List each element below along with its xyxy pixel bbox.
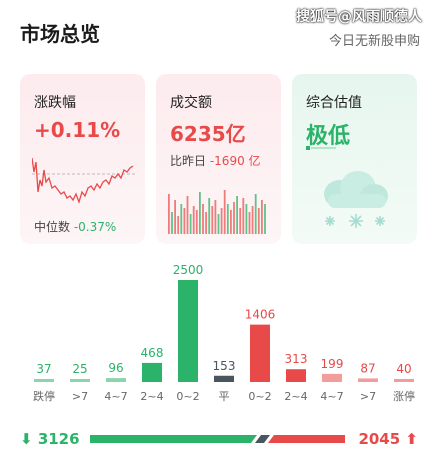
snow-cloud-icon (324, 171, 388, 228)
volume-bar (248, 212, 251, 234)
value-label-0: 37 (36, 362, 51, 376)
volume-bar (211, 206, 214, 234)
volume-bar (264, 204, 266, 234)
category-label-0: 跌停 (33, 389, 55, 403)
volume-bar (214, 200, 217, 234)
change-card[interactable]: 涨跌幅 +0.11% 中位数 -0.37% (20, 74, 145, 244)
volume-bar (180, 204, 183, 234)
valuation-value: 极低 (306, 124, 351, 149)
bar-6 (250, 324, 270, 382)
volume-bar (242, 198, 245, 234)
value-label-2: 96 (108, 361, 123, 375)
bar-10 (394, 379, 414, 382)
volume-bar (186, 196, 189, 234)
volume-bar (220, 208, 223, 234)
distribution-chart: 37 跌停 25 >7 96 4~7 468 2~4 2500 0~2 153 平 1406 0~2 313… (33, 263, 415, 403)
value-label-6: 1406 (245, 308, 276, 322)
median-label: 中位数 (34, 220, 71, 234)
volume-bar (174, 200, 176, 234)
category-label-7: 2~4 (284, 390, 307, 403)
turnover-card[interactable]: 成交额 6235亿 比昨日 -1690 亿 (156, 74, 281, 244)
volume-bars (168, 190, 266, 234)
turnover-compare: 比昨日 -1690 亿 (170, 152, 261, 169)
turnover-label: 成交额 (170, 95, 212, 111)
bar-0 (34, 379, 54, 382)
volume-bar (230, 210, 232, 234)
valuation-card[interactable]: 综合估值 极低 (292, 74, 417, 244)
category-label-1: >7 (72, 390, 88, 403)
intraday-sparkline (32, 157, 137, 205)
turnover-value: 6235亿 (170, 122, 246, 146)
value-label-1: 25 (72, 362, 87, 376)
category-label-5: 平 (219, 390, 230, 403)
volume-bar (171, 212, 173, 234)
volume-bar (199, 192, 201, 234)
value-label-3: 468 (141, 346, 164, 360)
volume-bar (217, 214, 220, 234)
volume-bar (202, 204, 204, 234)
bar-5 (214, 375, 234, 382)
bar-3 (142, 362, 162, 382)
compare-value: -1690 亿 (209, 154, 261, 168)
value-label-7: 313 (285, 352, 308, 366)
value-label-8: 199 (321, 357, 344, 371)
median-value: -0.37% (73, 220, 117, 234)
valuation-level-bar (306, 146, 336, 150)
volume-bar (223, 190, 226, 234)
value-label-10: 40 (396, 362, 411, 376)
category-label-10: 涨停 (393, 389, 415, 403)
volume-bar (168, 194, 170, 234)
category-label-8: 4~7 (320, 390, 343, 403)
category-label-6: 0~2 (248, 390, 271, 403)
median: 中位数 -0.37% (34, 218, 116, 235)
category-label-4: 0~2 (176, 390, 199, 403)
up-count: 2045 (358, 430, 401, 448)
volume-bar (195, 210, 198, 234)
category-label-3: 2~4 (140, 390, 163, 403)
volume-bar (189, 214, 192, 234)
down-arrow-icon: ⬇ (20, 430, 33, 448)
volume-bar (251, 206, 254, 234)
down-count: 3126 (37, 430, 80, 448)
watermark: 搜狐号@风雨顺德人 (296, 9, 422, 25)
ipo-status[interactable]: 今日无新股申购 (328, 34, 420, 49)
volume-bar (261, 200, 263, 234)
bar-8 (322, 373, 342, 382)
bar-7 (286, 369, 306, 382)
volume-bar (177, 216, 180, 234)
volume-bar (257, 208, 260, 234)
category-label-9: >7 (360, 390, 376, 403)
volume-bar (233, 202, 235, 234)
volume-bar (205, 212, 207, 234)
volume-bar (192, 206, 195, 234)
value-label-9: 87 (360, 361, 375, 375)
change-label: 涨跌幅 (34, 95, 76, 111)
bar-1 (70, 379, 90, 382)
page-title: 市场总览 (20, 22, 100, 46)
volume-bar (254, 194, 257, 234)
bar-9 (358, 378, 378, 382)
volume-bar (226, 204, 229, 234)
compare-label: 比昨日 (170, 154, 207, 168)
bar-2 (106, 378, 126, 382)
volume-bar (245, 204, 248, 234)
up-summary: 2045 ⬆ (358, 430, 418, 448)
volume-bar (208, 198, 211, 234)
volume-bar (183, 208, 186, 234)
value-label-5: 153 (213, 359, 236, 373)
up-down-ratio-bar (90, 435, 345, 443)
bar-4 (178, 280, 198, 382)
up-arrow-icon: ⬆ (405, 430, 418, 448)
change-value: +0.11% (34, 118, 121, 142)
volume-bar (239, 208, 242, 234)
volume-bar (236, 196, 238, 234)
valuation-label: 综合估值 (306, 95, 362, 111)
down-summary: ⬇ 3126 (20, 430, 80, 448)
value-label-4: 2500 (173, 263, 204, 277)
category-label-2: 4~7 (104, 390, 127, 403)
